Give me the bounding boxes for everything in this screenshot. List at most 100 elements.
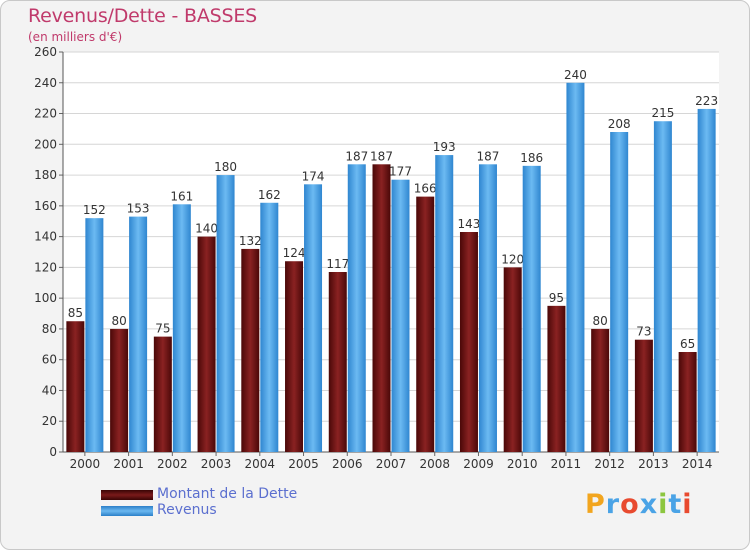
y-tick-label: 0 xyxy=(49,445,57,459)
bar-revenus xyxy=(347,164,366,453)
data-label-dette: 124 xyxy=(283,246,306,260)
x-tick-label: 2010 xyxy=(507,457,538,471)
data-label-revenus: 177 xyxy=(389,165,412,179)
y-tick-label: 60 xyxy=(42,353,57,367)
proxiti-logo: Proxiti xyxy=(585,489,693,520)
y-tick-label: 80 xyxy=(42,322,57,336)
data-label-revenus: 162 xyxy=(258,188,281,202)
data-label-revenus: 208 xyxy=(608,117,631,131)
logo-letter: o xyxy=(620,489,640,520)
x-tick-label: 2013 xyxy=(638,457,669,471)
bar-revenus xyxy=(216,175,235,453)
x-tick-label: 2006 xyxy=(332,457,363,471)
data-label-dette: 80 xyxy=(593,314,608,328)
chart-subtitle: (en milliers d'€) xyxy=(28,30,123,44)
data-label-revenus: 240 xyxy=(564,68,587,82)
data-label-revenus: 186 xyxy=(520,151,543,165)
data-label-revenus: 193 xyxy=(433,140,456,154)
logo-letter: i xyxy=(658,489,669,520)
data-label-revenus: 215 xyxy=(651,106,674,120)
bar-revenus xyxy=(478,164,497,453)
y-tick-label: 20 xyxy=(42,414,57,428)
x-tick-label: 2009 xyxy=(463,457,494,471)
chart-title: Revenus/Dette - BASSES xyxy=(28,5,258,27)
bar-revenus xyxy=(85,218,104,452)
x-tick-label: 2000 xyxy=(70,457,101,471)
legend-swatch-revenus xyxy=(101,506,153,516)
data-label-dette: 187 xyxy=(370,149,393,163)
data-label-revenus: 174 xyxy=(302,169,325,183)
data-label-revenus: 180 xyxy=(214,160,237,174)
bar-revenus xyxy=(610,132,629,452)
bar-revenus xyxy=(653,121,672,452)
legend-swatch-dette xyxy=(101,490,153,500)
bar-dette xyxy=(66,321,85,452)
bar-revenus xyxy=(260,202,279,452)
x-tick-label: 2007 xyxy=(376,457,407,471)
logo-letter: i xyxy=(682,489,693,520)
x-tick-label: 2003 xyxy=(201,457,232,471)
data-label-revenus: 153 xyxy=(127,202,150,216)
bar-dette xyxy=(634,339,653,452)
bar-dette xyxy=(416,196,435,452)
logo-letter: r xyxy=(605,489,621,520)
x-tick-label: 2001 xyxy=(113,457,144,471)
x-tick-label: 2005 xyxy=(288,457,319,471)
y-tick-label: 120 xyxy=(34,260,57,274)
data-label-dette: 95 xyxy=(549,291,564,305)
data-label-dette: 73 xyxy=(636,325,651,339)
bar-dette xyxy=(459,232,478,452)
bar-revenus xyxy=(172,204,191,452)
legend-label-dette: Montant de la Dette xyxy=(157,486,298,502)
data-label-dette: 140 xyxy=(195,222,218,236)
bar-dette xyxy=(503,267,522,452)
data-label-dette: 65 xyxy=(680,337,695,351)
data-label-dette: 132 xyxy=(239,234,262,248)
data-label-dette: 143 xyxy=(458,217,481,231)
data-label-dette: 80 xyxy=(111,314,126,328)
bar-dette xyxy=(547,305,566,452)
bar-dette xyxy=(678,352,697,452)
bar-dette xyxy=(328,272,347,452)
bar-revenus xyxy=(697,108,716,452)
x-tick-label: 2011 xyxy=(551,457,582,471)
bar-revenus xyxy=(522,165,541,452)
bar-dette xyxy=(110,328,129,452)
bar-revenus xyxy=(566,82,585,453)
logo-letter: P xyxy=(585,489,606,520)
y-tick-label: 100 xyxy=(34,291,57,305)
bar-revenus xyxy=(304,184,323,453)
bar-dette xyxy=(372,164,391,453)
x-tick-label: 2002 xyxy=(157,457,188,471)
bar-dette xyxy=(591,328,610,452)
bar-revenus xyxy=(435,155,454,453)
y-tick-label: 40 xyxy=(42,383,57,397)
x-tick-label: 2008 xyxy=(419,457,450,471)
bar-revenus xyxy=(129,216,148,452)
y-tick-label: 260 xyxy=(34,45,57,59)
y-tick-label: 160 xyxy=(34,199,57,213)
data-label-dette: 120 xyxy=(501,252,524,266)
data-label-revenus: 187 xyxy=(345,149,368,163)
y-tick-label: 200 xyxy=(34,137,57,151)
logo-letter: t xyxy=(668,489,683,520)
data-label-dette: 75 xyxy=(155,322,170,336)
y-tick-label: 140 xyxy=(34,230,57,244)
x-tick-label: 2004 xyxy=(245,457,276,471)
plot-area xyxy=(63,52,719,452)
data-label-revenus: 187 xyxy=(477,149,500,163)
x-tick-label: 2014 xyxy=(682,457,713,471)
data-label-revenus: 223 xyxy=(695,94,718,108)
data-label-revenus: 161 xyxy=(170,189,193,203)
y-tick-label: 220 xyxy=(34,107,57,121)
legend-label-revenus: Revenus xyxy=(157,502,217,518)
y-tick-label: 180 xyxy=(34,168,57,182)
bar-dette xyxy=(197,236,216,452)
logo-letter: x xyxy=(639,489,659,520)
data-label-dette: 166 xyxy=(414,182,437,196)
data-label-dette: 85 xyxy=(68,306,83,320)
data-label-dette: 117 xyxy=(326,257,349,271)
bar-dette xyxy=(285,261,304,452)
